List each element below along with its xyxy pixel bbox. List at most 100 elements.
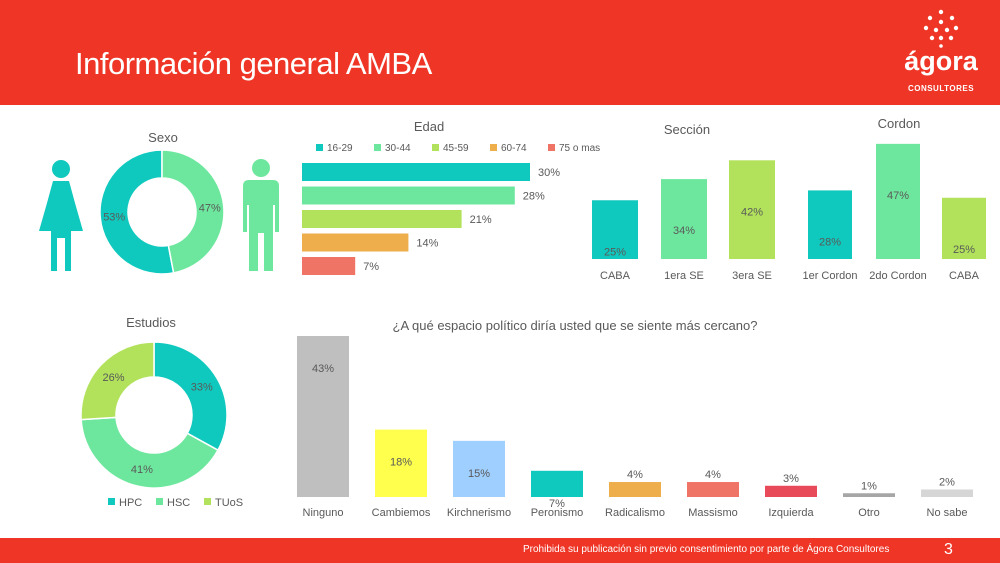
category-label: CABA bbox=[600, 270, 631, 282]
page-number: 3 bbox=[944, 541, 953, 558]
cordon-bar-chart: Cordon 28% 1er Cordon 47% 2do Cordon 25% CABA bbox=[802, 116, 986, 282]
data-label: 25% bbox=[953, 244, 975, 256]
data-label: 43% bbox=[312, 363, 334, 375]
data-label: 4% bbox=[705, 469, 721, 481]
category-label: Massismo bbox=[688, 507, 738, 519]
chart-title: Estudios bbox=[126, 315, 176, 330]
legend-label: 30-44 bbox=[385, 143, 411, 154]
footer-disclaimer: Prohibida su publicación sin previo cons… bbox=[523, 544, 890, 555]
bar bbox=[302, 257, 356, 275]
legend-label: TUoS bbox=[215, 497, 243, 509]
footer-bar: Prohibida su publicación sin previo cons… bbox=[0, 538, 1000, 563]
logo-name: ágora bbox=[904, 46, 978, 76]
bar bbox=[687, 482, 739, 497]
donut-slice bbox=[99, 149, 175, 275]
legend-swatch bbox=[432, 144, 439, 151]
bar bbox=[592, 200, 638, 259]
bar bbox=[302, 233, 409, 252]
bar bbox=[302, 186, 515, 205]
data-label: 1% bbox=[861, 480, 877, 492]
category-label: Cambiemos bbox=[372, 507, 431, 519]
category-label: 3era SE bbox=[732, 270, 772, 282]
bar bbox=[843, 493, 895, 497]
woman-icon bbox=[39, 160, 83, 271]
header-bar: Información general AMBA ágora CONSULTOR… bbox=[0, 0, 1000, 105]
legend-label: HPC bbox=[119, 497, 142, 509]
category-label: Izquierda bbox=[768, 507, 814, 519]
legend-swatch bbox=[108, 498, 115, 505]
dots-logo-icon bbox=[923, 9, 959, 48]
data-label: 28% bbox=[523, 191, 545, 203]
data-label: 7% bbox=[549, 498, 565, 510]
category-label: Otro bbox=[858, 507, 879, 519]
chart-title: Edad bbox=[414, 119, 444, 134]
chart-title: Cordon bbox=[878, 116, 921, 131]
legend-swatch bbox=[156, 498, 163, 505]
chart-title: Sexo bbox=[148, 130, 178, 145]
data-label: 47% bbox=[199, 202, 221, 214]
data-label: 2% bbox=[939, 477, 955, 489]
bar bbox=[661, 179, 707, 259]
category-label: CABA bbox=[949, 270, 980, 282]
sexo-donut-chart: Sexo 53% 47% bbox=[99, 130, 225, 275]
donut-slice bbox=[161, 149, 225, 274]
data-label: 41% bbox=[131, 464, 153, 476]
legend-label: 45-59 bbox=[443, 143, 469, 154]
legend-swatch bbox=[548, 144, 555, 151]
data-label: 28% bbox=[819, 236, 841, 248]
bar bbox=[302, 163, 530, 181]
agora-logo: ágora CONSULTORES bbox=[896, 8, 986, 98]
bar bbox=[531, 470, 583, 497]
data-label: 33% bbox=[191, 382, 213, 394]
legend-swatch bbox=[204, 498, 211, 505]
data-label: 7% bbox=[363, 261, 379, 273]
data-label: 47% bbox=[887, 190, 909, 202]
data-label: 18% bbox=[390, 457, 412, 469]
legend-label: 75 o mas bbox=[559, 143, 600, 154]
bar bbox=[765, 485, 817, 497]
logo-subtitle: CONSULTORES bbox=[907, 84, 975, 93]
estudios-donut-chart: Estudios 33% 41% 26% HPC HSC TUoS bbox=[80, 315, 243, 509]
data-label: 34% bbox=[673, 225, 695, 237]
bar bbox=[302, 210, 462, 228]
chart-title: ¿A qué espacio político diría usted que … bbox=[393, 318, 758, 333]
category-label: Kirchnerismo bbox=[447, 507, 511, 519]
espacio-politico-bar-chart: ¿A qué espacio político diría usted que … bbox=[297, 318, 973, 519]
category-label: Ninguno bbox=[303, 507, 344, 519]
bar bbox=[876, 143, 920, 259]
donut-slice bbox=[153, 341, 228, 452]
category-label: 1er Cordon bbox=[802, 270, 857, 282]
bar bbox=[297, 336, 349, 497]
data-label: 3% bbox=[783, 473, 799, 485]
edad-bar-chart: Edad 16-29 30-44 45-59 60-74 75 o mas 30% 28% 21… bbox=[302, 119, 600, 275]
person-figures bbox=[39, 159, 279, 271]
data-label: 42% bbox=[741, 206, 763, 218]
seccion-bar-chart: Sección 25% CABA 34% 1era SE 42% 3era SE bbox=[592, 122, 775, 282]
bar bbox=[921, 489, 973, 497]
category-label: Peronismo bbox=[531, 507, 584, 519]
data-label: 21% bbox=[470, 214, 492, 226]
bar bbox=[609, 482, 661, 497]
legend-swatch bbox=[316, 144, 323, 151]
category-label: 1era SE bbox=[664, 270, 704, 282]
category-label: 2do Cordon bbox=[869, 270, 927, 282]
data-label: 14% bbox=[416, 238, 438, 250]
page-title: Información general AMBA bbox=[75, 46, 432, 81]
category-label: Radicalismo bbox=[605, 507, 665, 519]
legend-label: HSC bbox=[167, 497, 190, 509]
data-label: 4% bbox=[627, 469, 643, 481]
legend-label: 16-29 bbox=[327, 143, 353, 154]
donut-slice bbox=[80, 341, 155, 421]
data-label: 15% bbox=[468, 468, 490, 480]
category-label: No sabe bbox=[927, 507, 968, 519]
bar bbox=[942, 197, 986, 259]
data-label: 30% bbox=[538, 167, 560, 179]
man-icon bbox=[243, 159, 279, 271]
donut-slice bbox=[80, 416, 219, 489]
data-label: 26% bbox=[103, 372, 125, 384]
data-label: 25% bbox=[604, 246, 626, 258]
legend-swatch bbox=[374, 144, 381, 151]
bar bbox=[808, 190, 852, 259]
legend-label: 60-74 bbox=[501, 143, 527, 154]
